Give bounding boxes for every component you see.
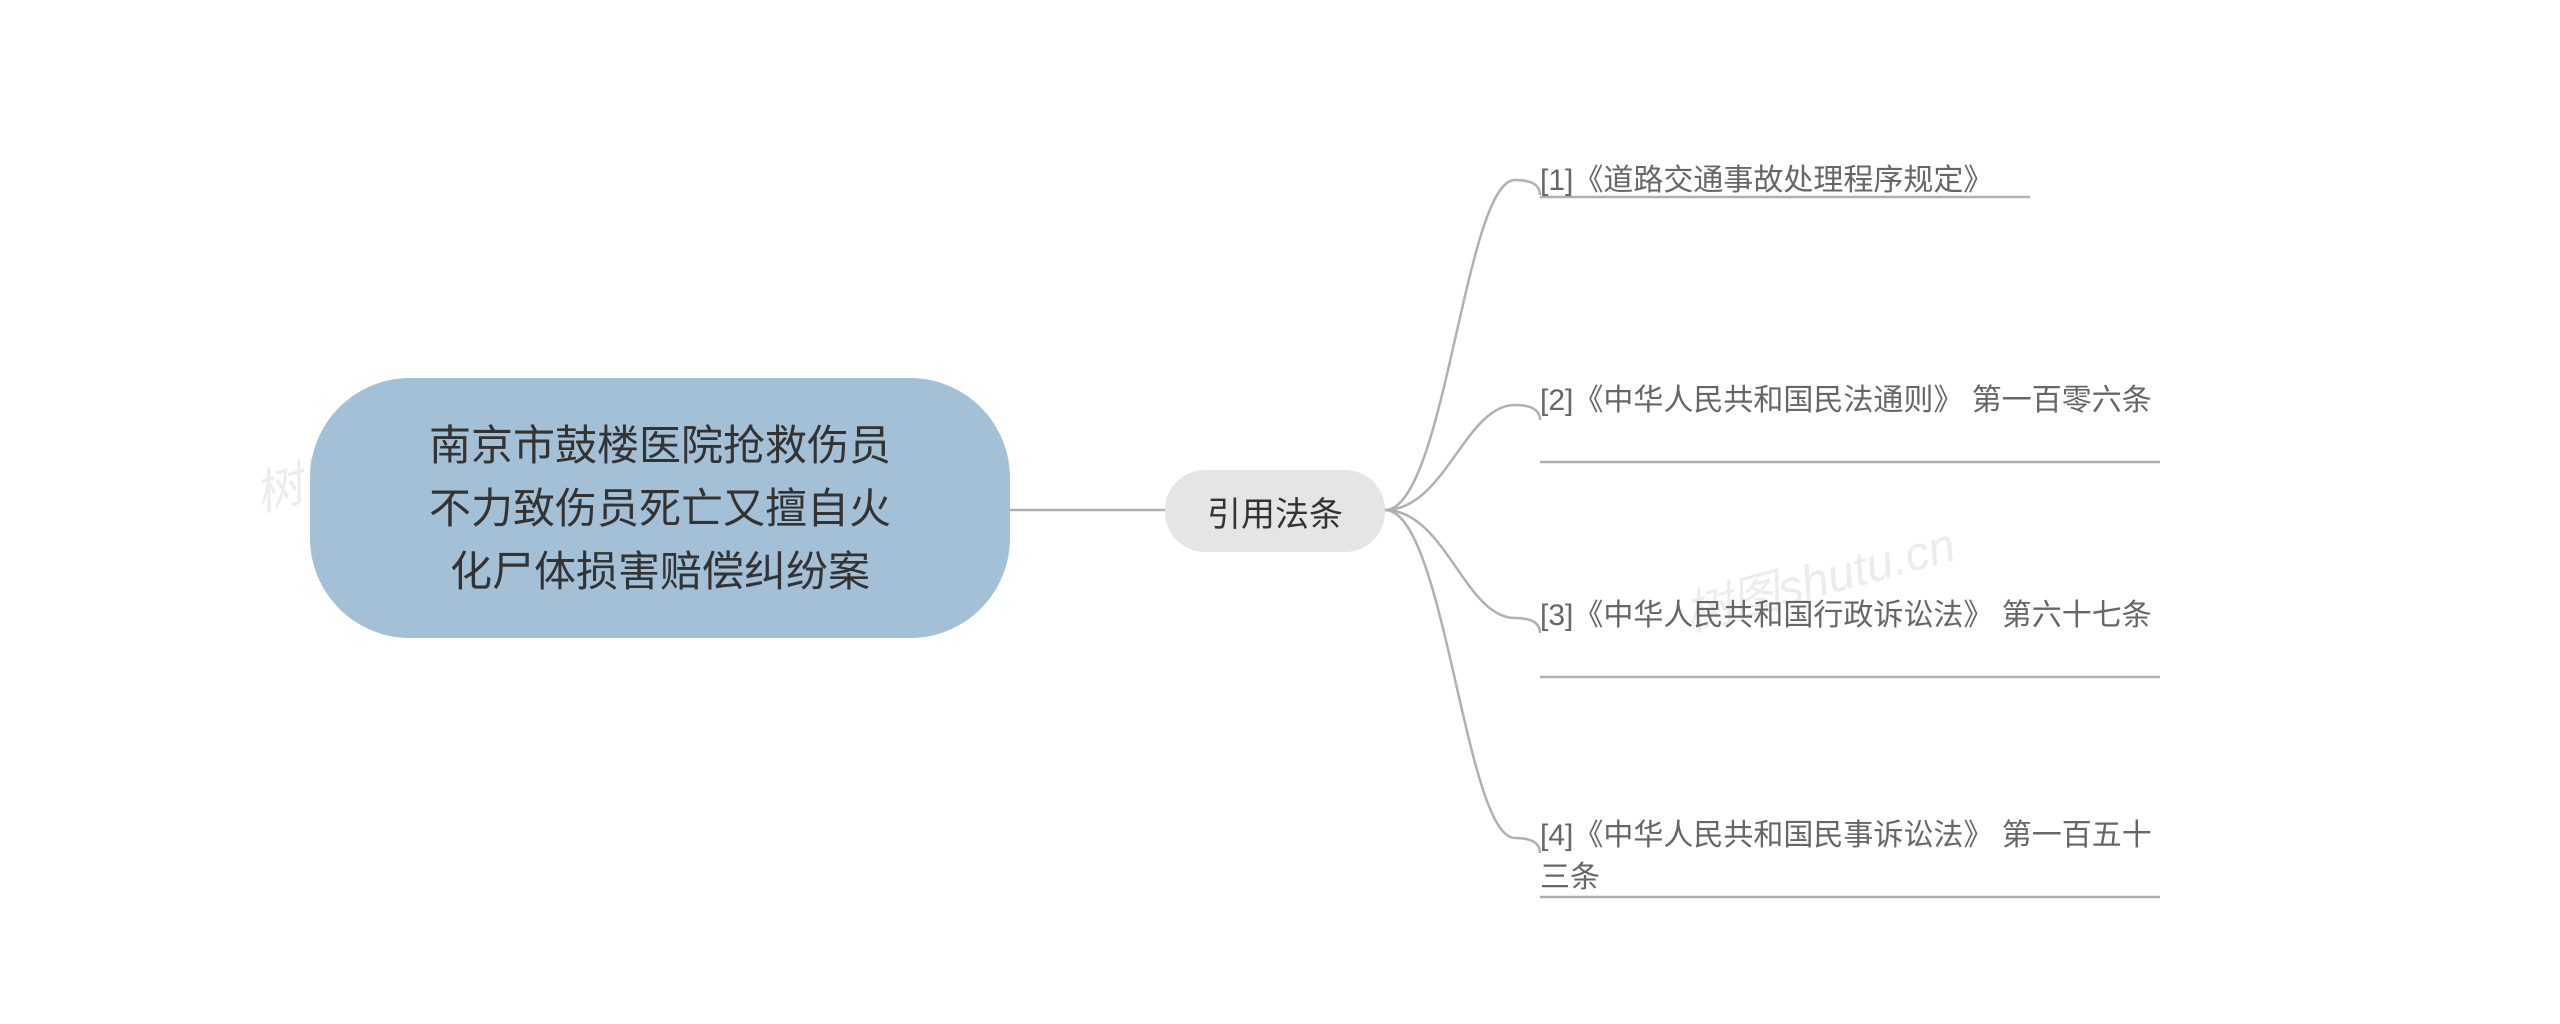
mid-text: 引用法条: [1207, 487, 1343, 536]
leaf-4: [4]《中华人民共和国民事诉讼法》 第一百五十三条: [1540, 815, 2160, 899]
connector-root-mid: [1010, 505, 1170, 515]
leaf-3: [3]《中华人民共和国行政诉讼法》 第六十七条: [1540, 595, 2152, 637]
leaf-2: [2]《中华人民共和国民法通则》 第一百零六条: [1540, 380, 2152, 422]
bracket-leaves: [1385, 150, 1545, 910]
leaf-underline-2: [1540, 460, 2160, 464]
root-node: 南京市鼓楼医院抢救伤员不力致伤员死亡又擅自火化尸体损害赔偿纠纷案: [310, 378, 1010, 638]
root-text: 南京市鼓楼医院抢救伤员不力致伤员死亡又擅自火化尸体损害赔偿纠纷案: [429, 414, 891, 603]
leaf-1: [1]《道路交通事故处理程序规定》: [1540, 160, 1993, 202]
leaf-underline-3: [1540, 675, 2160, 679]
mid-node: 引用法条: [1165, 470, 1385, 552]
